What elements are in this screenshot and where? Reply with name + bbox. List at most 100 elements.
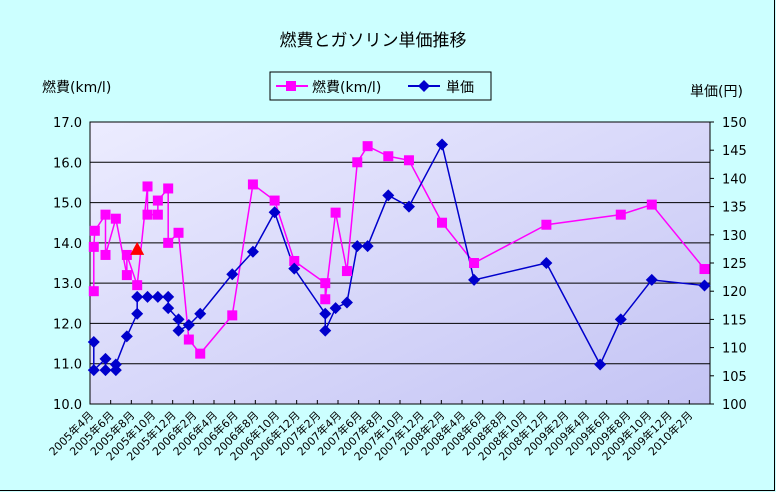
- fuel-point: [163, 183, 174, 194]
- fuel-point: [646, 199, 657, 210]
- left-tick-label: 10.0: [53, 398, 82, 413]
- fuel-point: [330, 207, 341, 218]
- price-point: [226, 268, 239, 281]
- fuel-point: [320, 278, 331, 289]
- price-point: [268, 206, 281, 219]
- fuel-point: [699, 264, 710, 275]
- fuel-point: [469, 258, 480, 268]
- fuel-point: [110, 213, 121, 224]
- fuel-point: [320, 294, 331, 305]
- fuel-point: [541, 219, 552, 230]
- fuel-point: [88, 286, 99, 297]
- price-point: [246, 245, 259, 258]
- fuel-point: [362, 141, 373, 152]
- fuel-point: [100, 249, 111, 260]
- fuel-point: [121, 270, 132, 281]
- price-point: [162, 302, 175, 315]
- legend: 燃費(km/l) 単価: [269, 71, 492, 101]
- price-point: [87, 335, 100, 348]
- legend-fuel-label: 燃費(km/l): [312, 79, 381, 96]
- right-tick-label: 120: [722, 285, 747, 300]
- price-point: [109, 358, 122, 371]
- left-tick-label: 17.0: [53, 116, 82, 131]
- price-point: [141, 290, 154, 303]
- legend-square-icon: [286, 81, 296, 91]
- price-point: [436, 138, 449, 151]
- fuel-point: [383, 151, 394, 162]
- price-point: [340, 296, 353, 309]
- fuel-point: [132, 280, 143, 291]
- chart-title: 燃費とガソリン単価推移: [280, 31, 467, 51]
- right-tick-label: 140: [722, 172, 747, 187]
- right-tick-label: 110: [722, 342, 747, 357]
- price-point: [194, 307, 207, 320]
- price-point: [99, 364, 112, 377]
- price-point: [87, 364, 100, 377]
- price-point: [540, 257, 553, 269]
- price-point: [361, 240, 374, 253]
- legend-diamond-icon: [418, 80, 430, 92]
- left-tick-label: 13.0: [53, 277, 82, 292]
- price-point: [382, 189, 395, 202]
- fuel-point: [269, 195, 280, 206]
- price-point: [182, 319, 195, 332]
- right-tick-label: 115: [722, 313, 747, 328]
- fuel-point: [615, 209, 626, 220]
- left-tick-label: 12.0: [53, 317, 82, 332]
- right-axis-label: 単価(円): [690, 84, 743, 100]
- fuel-point: [247, 179, 258, 190]
- fuel-point: [227, 310, 238, 321]
- fuel-point: [341, 266, 352, 277]
- right-tick-label: 100: [722, 398, 747, 413]
- legend-price-label: 単価: [446, 80, 474, 96]
- price-point: [288, 262, 301, 275]
- price-point: [99, 352, 112, 365]
- fuel-point: [352, 157, 363, 168]
- fuel-point: [289, 255, 300, 266]
- right-tick-label: 145: [722, 144, 747, 159]
- price-point: [120, 330, 133, 343]
- fuel-point: [183, 334, 194, 345]
- price-point: [468, 273, 481, 286]
- highlight-triangle-marker: [130, 241, 145, 255]
- fuel-point: [142, 209, 153, 220]
- left-tick-label: 15.0: [53, 197, 82, 212]
- left-tick-label: 11.0: [53, 358, 82, 373]
- fuel-point: [437, 217, 448, 228]
- fuel-point: [195, 348, 206, 359]
- price-point: [131, 290, 144, 303]
- right-tick-label: 130: [722, 229, 747, 244]
- left-axis-label: 燃費(km/l): [42, 79, 111, 96]
- price-point: [162, 290, 175, 303]
- price-point: [172, 313, 185, 326]
- fuel-point: [152, 209, 163, 220]
- price-point: [402, 200, 415, 213]
- fuel-point: [88, 241, 99, 252]
- price-point: [151, 290, 164, 303]
- price-point: [645, 273, 658, 286]
- price-point: [594, 358, 607, 371]
- fuel-point: [121, 249, 132, 260]
- price-point: [698, 279, 711, 292]
- price-point: [614, 313, 627, 326]
- fuel-point: [163, 237, 174, 248]
- left-tick-label: 16.0: [53, 156, 82, 171]
- fuel-point: [403, 155, 414, 166]
- price-point: [319, 307, 332, 320]
- series-line-1: [93, 142, 705, 372]
- right-tick-label: 135: [722, 201, 747, 216]
- fuel-point: [152, 195, 163, 206]
- fuel-point: [89, 225, 100, 236]
- fuel-point: [100, 209, 111, 220]
- right-tick-label: 125: [722, 257, 747, 272]
- fuel-point: [142, 181, 153, 192]
- series-line-0: [93, 145, 706, 355]
- right-tick-label: 105: [722, 370, 747, 385]
- right-tick-label: 150: [722, 116, 747, 131]
- plot-area: [89, 121, 711, 405]
- price-point: [319, 324, 332, 337]
- price-point: [351, 240, 364, 253]
- price-point: [131, 307, 144, 320]
